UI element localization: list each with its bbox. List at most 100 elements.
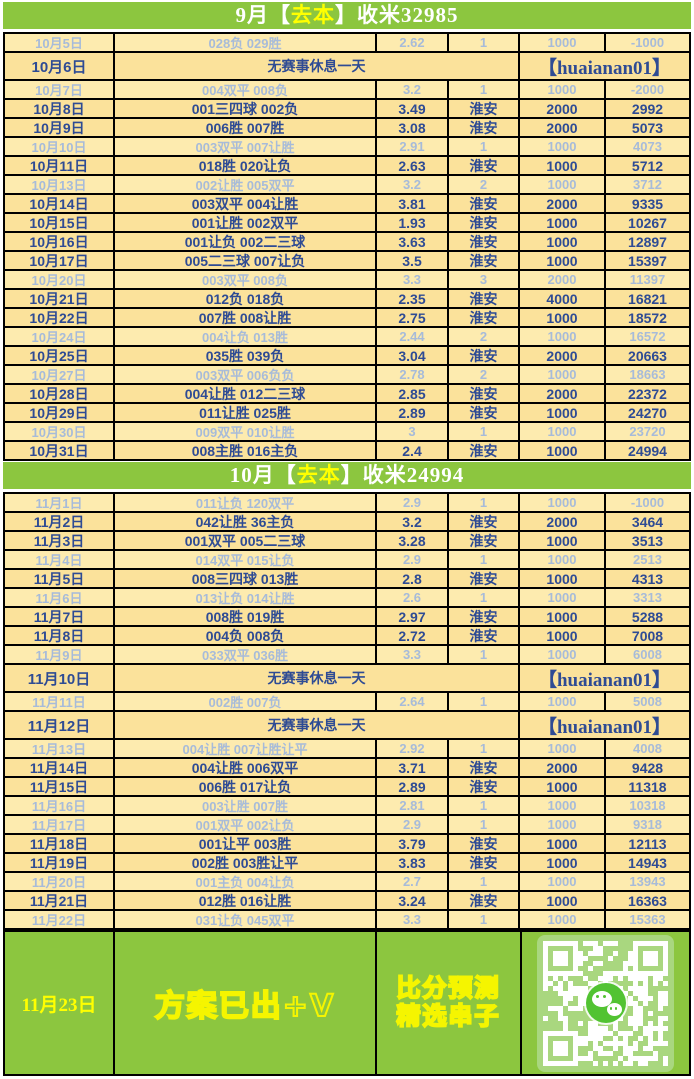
bets-cell: 012负 018负 <box>115 290 377 307</box>
date-cell: 11月12日 <box>5 712 115 738</box>
profit-cell: -1000 <box>606 34 691 51</box>
profit-cell: 5073 <box>606 119 691 136</box>
odds-cell: 2.89 <box>377 404 449 421</box>
date-cell: 10月29日 <box>5 404 115 421</box>
odds-cell: 3.2 <box>377 176 449 193</box>
profit-cell: 3712 <box>606 176 691 193</box>
parlay-text: 精选串子 <box>396 1001 501 1030</box>
odds-cell: 3.83 <box>377 854 449 871</box>
bets-cell: 009双平 010让胜 <box>115 423 377 440</box>
stake-cell: 1000 <box>520 328 606 345</box>
venue-cell: 淮安 <box>449 854 520 871</box>
bets-cell: 014双平 015让负 <box>115 551 377 568</box>
odds-cell: 2.7 <box>377 873 449 890</box>
date-cell: 11月1日 <box>5 494 115 511</box>
november-table: 11月1日 011让负 120双平 2.9 1 1000 -1000 11月2日 042让胜 … <box>3 492 691 930</box>
venue-cell: 2 <box>449 176 520 193</box>
stake-cell: 1000 <box>520 608 606 625</box>
bet-row: 10月5日 028负 029胜 2.62 1 1000 -1000 <box>5 34 691 53</box>
stake-cell: 1000 <box>520 740 606 757</box>
stake-cell: 1000 <box>520 854 606 871</box>
odds-cell: 2.4 <box>377 442 449 459</box>
bets-cell: 003双平 008负 <box>115 271 377 288</box>
venue-cell: 淮安 <box>449 385 520 402</box>
venue-cell: 1 <box>449 816 520 833</box>
bets-cell: 004让负 013胜 <box>115 328 377 345</box>
profit-cell: 16363 <box>606 892 691 909</box>
bet-row: 11月1日 011让负 120双平 2.9 1 1000 -1000 <box>5 494 691 513</box>
venue-cell: 淮安 <box>449 214 520 231</box>
date-cell: 11月16日 <box>5 797 115 814</box>
bet-row: 11月6日 013让负 014让胜 2.6 1 1000 3313 <box>5 589 691 608</box>
profit-cell: 2992 <box>606 100 691 117</box>
venue-cell: 淮安 <box>449 835 520 852</box>
venue-cell: 淮安 <box>449 778 520 795</box>
stake-cell: 2000 <box>520 100 606 117</box>
date-cell: 11月4日 <box>5 551 115 568</box>
stake-cell: 1000 <box>520 570 606 587</box>
profit-cell: 7008 <box>606 627 691 644</box>
stake-cell: 1000 <box>520 34 606 51</box>
stake-cell: 1000 <box>520 423 606 440</box>
footer-predict-cell: 比分预测 精选串子 <box>377 932 522 1074</box>
bet-row: 11月13日 004让胜 007让胜让平 2.92 1 1000 4008 <box>5 740 691 759</box>
watermark-cell: 【huaianan01】 <box>520 712 691 738</box>
bets-cell: 004负 008负 <box>115 627 377 644</box>
bet-row: 10月20日 003双平 008负 3.3 3 2000 11397 <box>5 271 691 290</box>
venue-cell: 淮安 <box>449 100 520 117</box>
date-cell: 10月11日 <box>5 157 115 174</box>
odds-cell: 3.2 <box>377 81 449 98</box>
odds-cell: 3.81 <box>377 195 449 212</box>
rest-day-row: 11月10日 无赛事休息一天 【huaianan01】 <box>5 665 691 693</box>
profit-cell: 23720 <box>606 423 691 440</box>
odds-cell: 2.62 <box>377 34 449 51</box>
october-summary-header: 10月【去本】收米24994 <box>3 462 691 489</box>
bet-row: 11月3日 001双平 005二三球 3.28 淮安 1000 3513 <box>5 532 691 551</box>
date-cell: 10月28日 <box>5 385 115 402</box>
odds-cell: 3.71 <box>377 759 449 776</box>
bet-row: 11月8日 004负 008负 2.72 淮安 1000 7008 <box>5 627 691 646</box>
date-cell: 10月20日 <box>5 271 115 288</box>
profit-cell: 15397 <box>606 252 691 269</box>
stake-cell: 1000 <box>520 797 606 814</box>
profit-cell: 4313 <box>606 570 691 587</box>
profit-cell: 6008 <box>606 646 691 663</box>
date-cell: 11月8日 <box>5 627 115 644</box>
bets-cell: 033双平 036胜 <box>115 646 377 663</box>
venue-cell: 淮安 <box>449 627 520 644</box>
stake-cell: 1000 <box>520 873 606 890</box>
stake-cell: 1000 <box>520 551 606 568</box>
venue-cell: 淮安 <box>449 119 520 136</box>
profit-cell: 10318 <box>606 797 691 814</box>
stake-cell: 1000 <box>520 778 606 795</box>
bet-row: 10月16日 001让负 002二三球 3.63 淮安 1000 12897 <box>5 233 691 252</box>
bets-cell: 001主负 004让负 <box>115 873 377 890</box>
date-cell: 10月5日 <box>5 34 115 51</box>
stake-cell: 1000 <box>520 214 606 231</box>
odds-cell: 2.6 <box>377 589 449 606</box>
odds-cell: 2.72 <box>377 627 449 644</box>
odds-cell: 2.44 <box>377 328 449 345</box>
bets-cell: 007胜 008让胜 <box>115 309 377 326</box>
bets-cell: 003双平 007让胜 <box>115 138 377 155</box>
bets-cell: 008胜 019胜 <box>115 608 377 625</box>
date-cell: 11月7日 <box>5 608 115 625</box>
bets-cell: 002让胜 005双平 <box>115 176 377 193</box>
rest-day-row: 10月6日 无赛事休息一天 【huaianan01】 <box>5 53 691 81</box>
stake-cell: 1000 <box>520 892 606 909</box>
date-cell: 10月15日 <box>5 214 115 231</box>
odds-cell: 2.92 <box>377 740 449 757</box>
bets-cell: 003让胜 007胜 <box>115 797 377 814</box>
date-cell: 11月9日 <box>5 646 115 663</box>
bet-row: 11月5日 008三四球 013胜 2.8 淮安 1000 4313 <box>5 570 691 589</box>
profit-cell: 15363 <box>606 911 691 928</box>
date-cell: 11月3日 <box>5 532 115 549</box>
odds-cell: 2.91 <box>377 138 449 155</box>
profit-cell: 3313 <box>606 589 691 606</box>
score-predict-text: 比分预测 <box>396 974 501 1003</box>
profit-cell: -1000 <box>606 494 691 511</box>
stake-cell: 1000 <box>520 816 606 833</box>
stake-cell: 1000 <box>520 233 606 250</box>
bet-row: 11月21日 012胜 016让胜 3.24 淮安 1000 16363 <box>5 892 691 911</box>
venue-cell: 3 <box>449 271 520 288</box>
